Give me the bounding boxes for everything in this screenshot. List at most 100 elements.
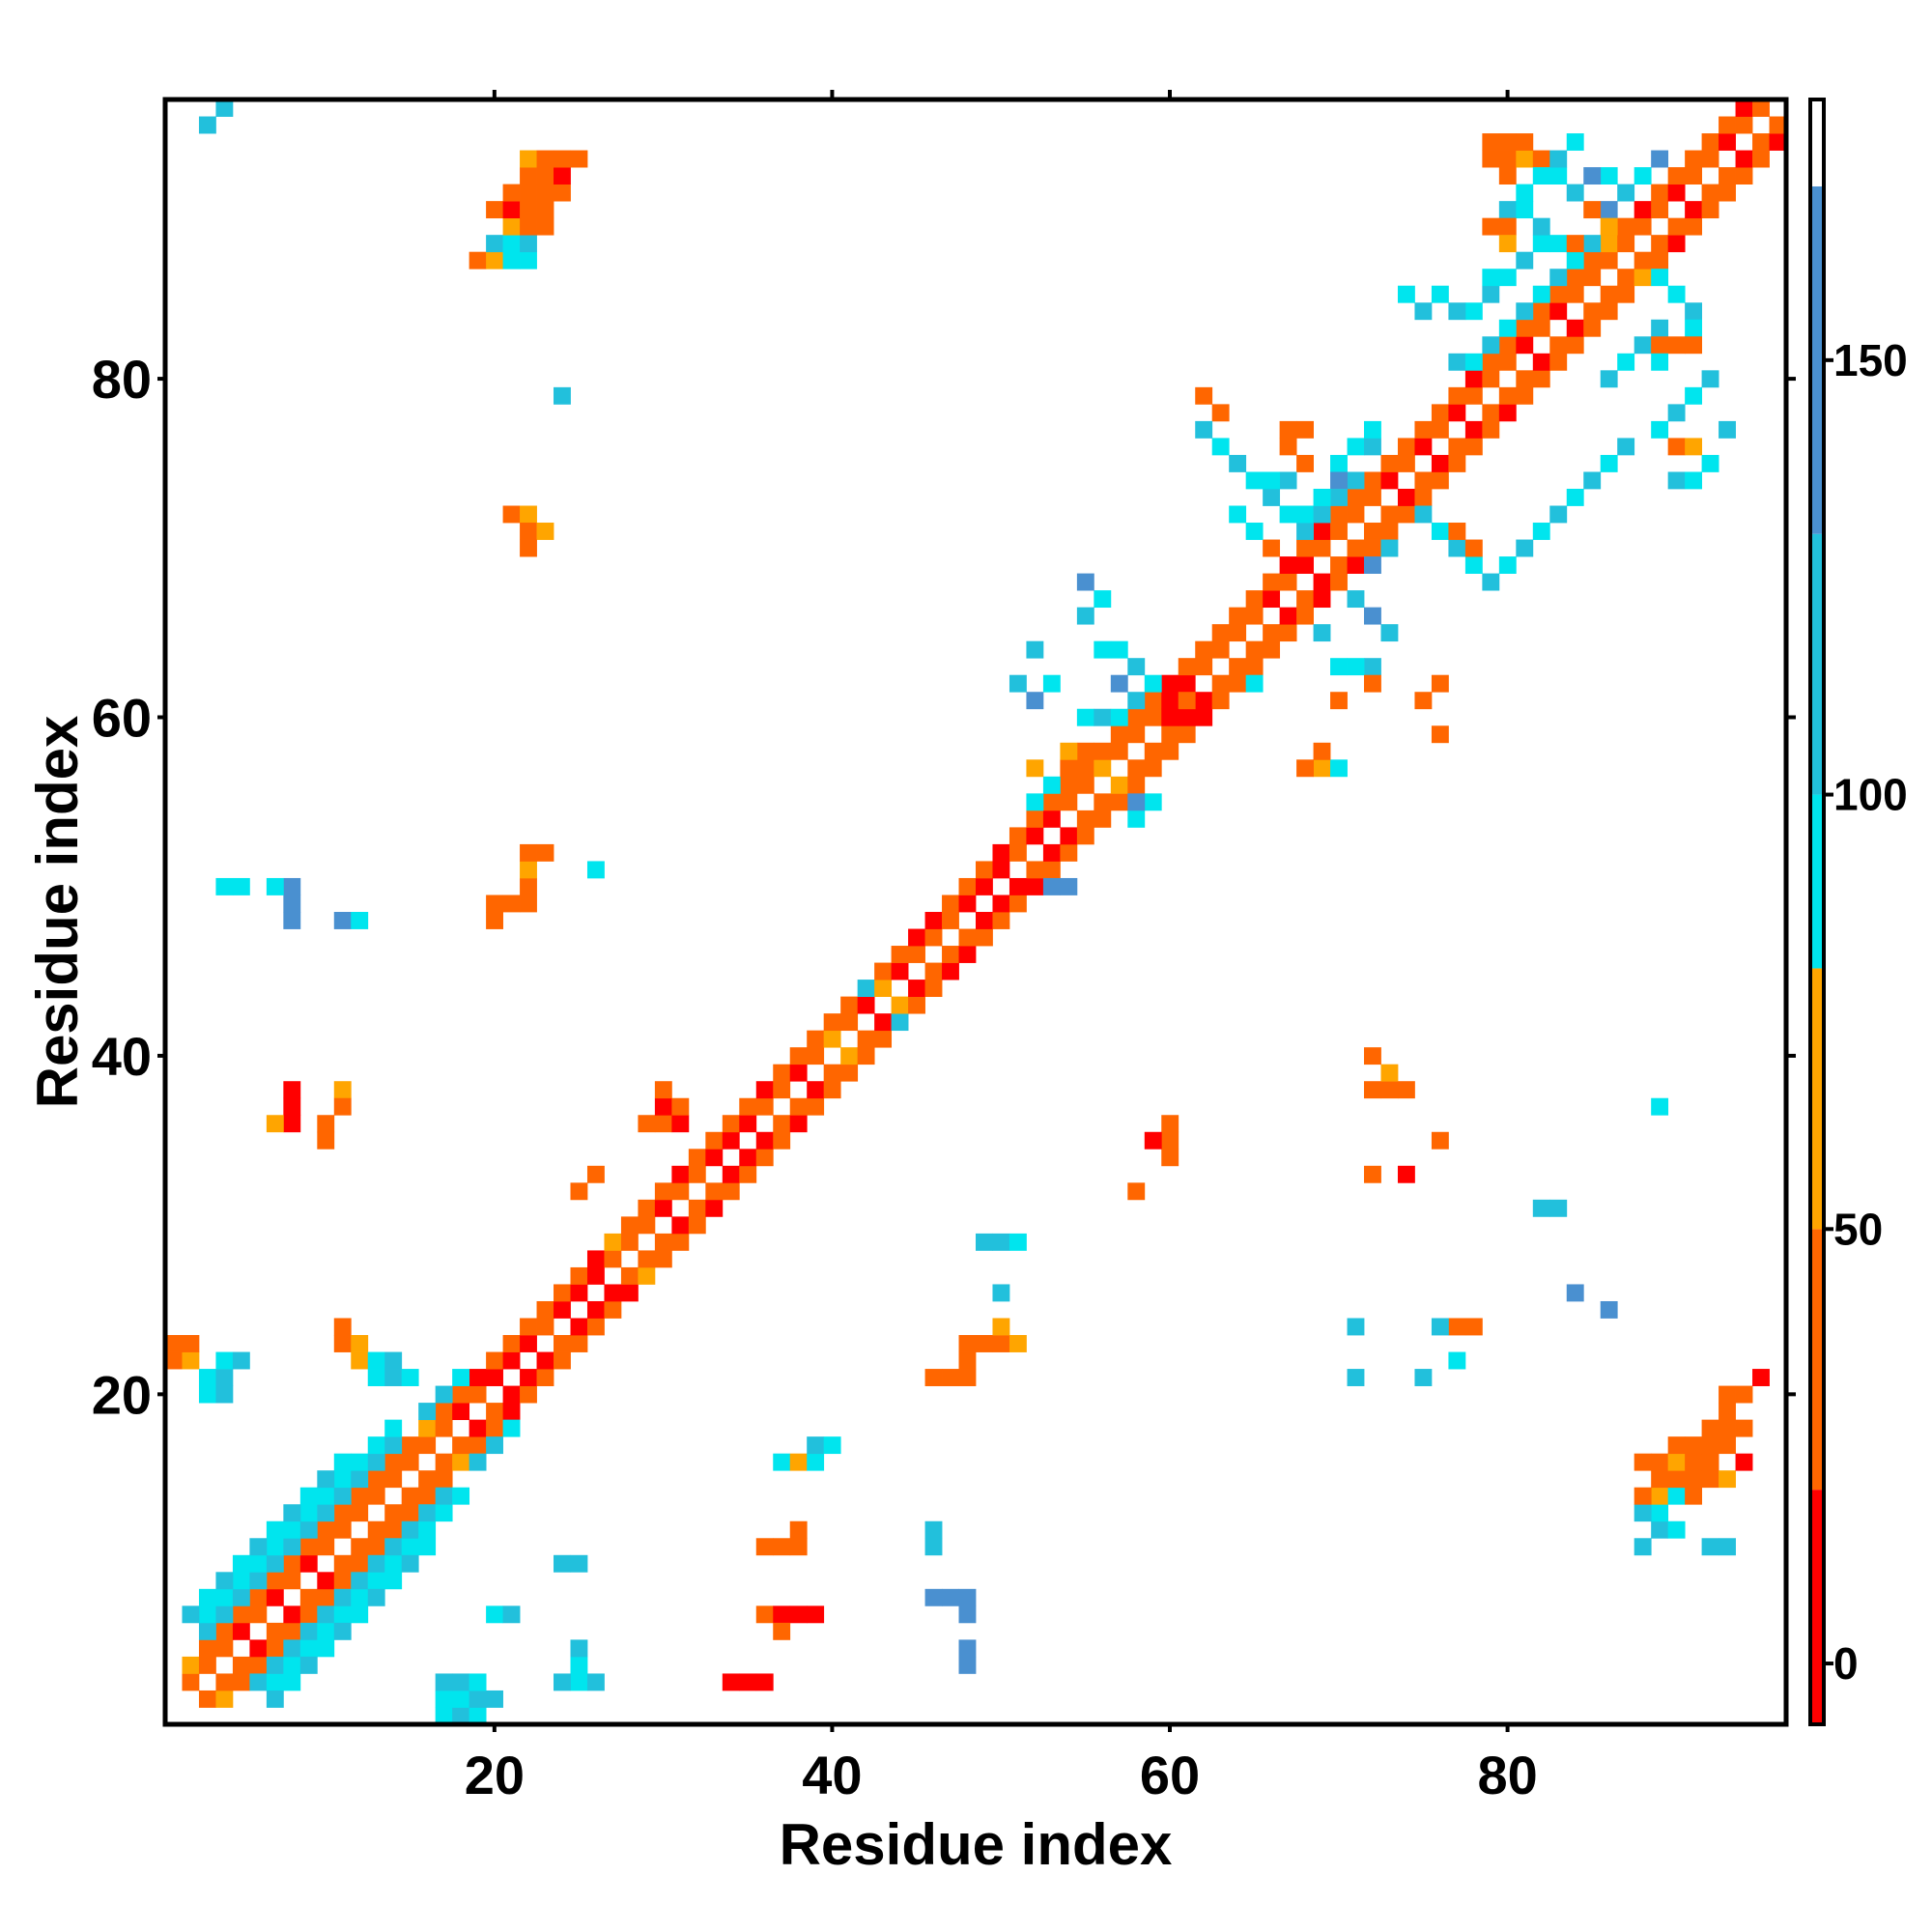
heatmap-cell xyxy=(1516,150,1534,168)
heatmap-cell xyxy=(435,1690,453,1708)
heatmap-cell xyxy=(1651,1470,1669,1489)
heatmap-cell xyxy=(789,1453,808,1471)
heatmap-cell xyxy=(1498,386,1517,405)
heatmap-cell xyxy=(1549,269,1568,287)
heatmap-cell xyxy=(688,1216,706,1235)
heatmap-cell xyxy=(722,1115,740,1133)
heatmap-cell xyxy=(1701,150,1719,168)
heatmap-cell xyxy=(384,1470,403,1489)
heatmap-cell xyxy=(215,1572,234,1590)
heatmap-cell xyxy=(1448,404,1466,422)
heatmap-cell xyxy=(469,1419,487,1437)
heatmap-cell xyxy=(520,235,537,253)
heatmap-cell xyxy=(1516,133,1534,151)
heatmap-cell xyxy=(739,1673,757,1691)
heatmap-cell xyxy=(1211,624,1230,642)
heatmap-cell xyxy=(333,1318,352,1336)
heatmap-cell xyxy=(520,843,537,862)
heatmap-cell xyxy=(823,1436,841,1455)
heatmap-cell xyxy=(688,1199,706,1217)
colorbar-band xyxy=(1810,1229,1824,1491)
heatmap-cell xyxy=(520,184,537,202)
heatmap-cell xyxy=(1026,759,1044,778)
heatmap-cell xyxy=(299,1622,318,1640)
heatmap-cell xyxy=(976,1335,993,1352)
heatmap-cell xyxy=(1667,471,1686,490)
heatmap-cell xyxy=(520,1335,537,1352)
heatmap-cell xyxy=(942,1369,959,1386)
heatmap-cell xyxy=(1600,235,1618,253)
heatmap-cell xyxy=(1296,523,1314,540)
heatmap-cell xyxy=(1110,725,1128,744)
heatmap-cell xyxy=(1583,251,1602,270)
heatmap-cell xyxy=(722,1673,740,1691)
heatmap-cell xyxy=(1313,742,1331,760)
heatmap-cell xyxy=(249,1656,268,1674)
heatmap-cell xyxy=(384,1520,403,1539)
heatmap-cell xyxy=(739,1097,757,1116)
heatmap-cell xyxy=(299,1554,318,1573)
heatmap-cell xyxy=(502,1403,521,1421)
heatmap-cell xyxy=(705,1182,724,1201)
heatmap-cell xyxy=(1516,336,1534,355)
heatmap-cell xyxy=(333,1453,352,1471)
heatmap-cell xyxy=(1685,217,1703,236)
heatmap-cell xyxy=(1583,269,1602,287)
heatmap-cell xyxy=(638,1266,656,1285)
heatmap-cell xyxy=(367,1470,385,1489)
heatmap-cell xyxy=(789,1047,808,1065)
heatmap-cell xyxy=(502,1605,521,1624)
heatmap-cell xyxy=(232,877,250,895)
heatmap-cell xyxy=(1516,201,1534,219)
heatmap-cell xyxy=(554,167,571,185)
heatmap-cell xyxy=(1263,590,1281,609)
heatmap-cell xyxy=(435,1504,453,1522)
heatmap-cell xyxy=(469,1453,487,1471)
heatmap-cell xyxy=(1009,827,1027,845)
heatmap-cell xyxy=(317,1131,335,1150)
heatmap-cell xyxy=(1144,793,1162,811)
colorbar-band xyxy=(1810,1490,1824,1724)
heatmap-cell xyxy=(1042,674,1061,693)
heatmap-cell xyxy=(1330,454,1348,472)
heatmap-cell xyxy=(1431,285,1449,303)
heatmap-cell xyxy=(536,523,554,540)
heatmap-cell xyxy=(283,1673,301,1691)
heatmap-cell xyxy=(469,1436,487,1455)
heatmap-cell xyxy=(1110,742,1128,760)
heatmap-cell xyxy=(1263,471,1281,490)
heatmap-cell xyxy=(671,1216,690,1235)
heatmap-cell xyxy=(1042,810,1061,828)
heatmap-cell xyxy=(266,1115,284,1133)
heatmap-cell xyxy=(1719,1403,1736,1421)
heatmap-cell xyxy=(1667,167,1686,185)
heatmap-cell xyxy=(789,1538,808,1556)
heatmap-cell xyxy=(807,1081,825,1099)
heatmap-cell xyxy=(299,1639,318,1658)
heatmap-cell xyxy=(1549,302,1568,321)
heatmap-cell xyxy=(1313,624,1331,642)
heatmap-cell xyxy=(620,1284,639,1302)
heatmap-cell xyxy=(1448,386,1466,405)
heatmap-cell xyxy=(789,1064,808,1082)
heatmap-cell xyxy=(182,1656,200,1674)
heatmap-cell xyxy=(1296,759,1314,778)
heatmap-cell xyxy=(198,1622,216,1640)
heatmap-cell xyxy=(333,1554,352,1573)
heatmap-cell xyxy=(1009,1335,1027,1352)
heatmap-cell xyxy=(1651,201,1669,219)
heatmap-cell xyxy=(840,996,859,1014)
heatmap-cell xyxy=(1330,658,1348,676)
heatmap-cell xyxy=(1701,133,1719,151)
heatmap-cell xyxy=(1296,454,1314,472)
heatmap-cell xyxy=(604,1300,622,1319)
heatmap-cell xyxy=(1178,708,1196,726)
heatmap-cell xyxy=(1313,505,1331,524)
heatmap-cell xyxy=(586,1250,605,1268)
heatmap-cell xyxy=(1719,1385,1736,1404)
heatmap-cell xyxy=(1566,336,1584,355)
heatmap-cell xyxy=(604,1284,622,1302)
heatmap-cell xyxy=(942,962,959,980)
heatmap-cell xyxy=(1094,708,1112,726)
heatmap-cell xyxy=(1685,1436,1703,1455)
